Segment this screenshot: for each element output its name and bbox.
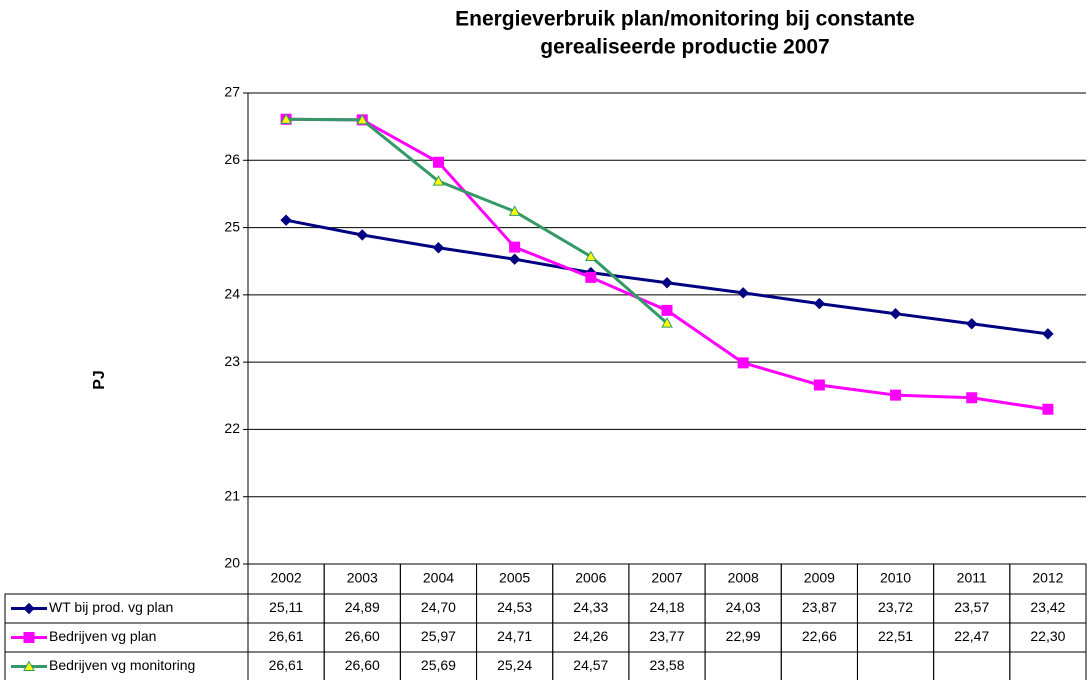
table-value: 25,11 bbox=[269, 599, 303, 615]
legend-label: WT bij prod. vg plan bbox=[49, 599, 173, 615]
marker bbox=[356, 229, 368, 241]
legend-label: Bedrijven vg plan bbox=[49, 628, 156, 644]
table-value: 24,53 bbox=[497, 599, 532, 615]
x-tick-label: 2004 bbox=[423, 570, 454, 586]
table-value: 23,77 bbox=[649, 628, 684, 644]
y-tick-label: 20 bbox=[224, 555, 240, 571]
marker bbox=[966, 318, 978, 330]
marker bbox=[737, 287, 749, 299]
marker bbox=[585, 271, 597, 283]
table-value: 23,72 bbox=[878, 599, 913, 615]
marker bbox=[508, 205, 521, 216]
marker bbox=[1042, 328, 1054, 340]
marker bbox=[280, 214, 292, 226]
y-tick-label: 22 bbox=[224, 420, 240, 436]
marker bbox=[737, 357, 749, 369]
marker bbox=[661, 304, 673, 316]
table-cell bbox=[1009, 651, 1087, 680]
table-value: 23,42 bbox=[1030, 599, 1065, 615]
marker bbox=[661, 317, 673, 328]
y-tick-label: 24 bbox=[224, 286, 240, 302]
marker bbox=[813, 297, 826, 310]
x-tick-label: 2002 bbox=[271, 570, 302, 586]
table-cell bbox=[704, 651, 782, 680]
x-tick-label: 2009 bbox=[804, 570, 835, 586]
table-value: 24,26 bbox=[573, 628, 608, 644]
marker bbox=[661, 277, 673, 289]
marker bbox=[23, 602, 35, 615]
table-value: 26,60 bbox=[345, 628, 380, 644]
table-value: 24,03 bbox=[726, 599, 761, 615]
y-tick-label: 23 bbox=[224, 353, 240, 369]
marker bbox=[1042, 403, 1054, 415]
chart-title: Energieverbruik plan/monitoring bij cons… bbox=[455, 8, 915, 31]
table-value: 22,66 bbox=[802, 628, 837, 644]
table-value: 23,87 bbox=[802, 599, 837, 615]
table-value: 25,69 bbox=[421, 657, 456, 673]
x-tick-label: 2011 bbox=[957, 570, 987, 586]
legend-label: Bedrijven vg monitoring bbox=[49, 657, 195, 673]
table-value: 24,57 bbox=[573, 657, 608, 673]
table-value: 24,70 bbox=[421, 599, 456, 615]
marker bbox=[432, 242, 445, 254]
table-value: 24,33 bbox=[573, 599, 608, 615]
series-line bbox=[286, 117, 1049, 411]
table-value: 22,30 bbox=[1030, 628, 1065, 644]
table-cell bbox=[933, 651, 1011, 680]
marker bbox=[23, 632, 35, 643]
y-tick-label: 21 bbox=[224, 487, 240, 503]
table-value: 24,89 bbox=[345, 599, 380, 615]
table-value: 22,99 bbox=[726, 628, 761, 644]
marker bbox=[813, 379, 825, 391]
marker bbox=[584, 250, 597, 262]
x-tick-label: 2008 bbox=[728, 570, 759, 586]
x-tick-label: 2003 bbox=[347, 570, 378, 586]
y-tick-label: 26 bbox=[224, 151, 240, 167]
y-tick-label: 25 bbox=[224, 218, 240, 234]
table-value: 24,71 bbox=[497, 628, 532, 644]
table-value: 25,97 bbox=[421, 628, 456, 644]
marker bbox=[508, 253, 521, 265]
series-line bbox=[286, 117, 668, 325]
x-tick-label: 2005 bbox=[499, 570, 530, 586]
marker bbox=[356, 113, 369, 125]
marker bbox=[890, 389, 902, 401]
y-tick-label: 27 bbox=[224, 84, 240, 100]
series-line bbox=[285, 218, 1049, 336]
table-value: 26,61 bbox=[269, 657, 304, 673]
table-value: 22,51 bbox=[878, 628, 913, 644]
x-tick-label: 2012 bbox=[1032, 570, 1063, 586]
table-value: 23,58 bbox=[649, 657, 684, 673]
table-value: 26,61 bbox=[269, 628, 304, 644]
marker bbox=[432, 175, 445, 186]
table-cell bbox=[856, 651, 935, 680]
x-tick-label: 2006 bbox=[575, 570, 606, 586]
x-tick-label: 2007 bbox=[651, 570, 682, 586]
x-tick-label: 2010 bbox=[880, 570, 911, 586]
table-value: 22,47 bbox=[954, 628, 989, 644]
marker bbox=[889, 307, 902, 320]
table-value: 23,57 bbox=[954, 599, 989, 615]
marker bbox=[280, 113, 292, 124]
table-value: 25,24 bbox=[497, 657, 532, 673]
table-value: 26,60 bbox=[345, 657, 380, 673]
marker bbox=[509, 241, 521, 253]
marker bbox=[432, 156, 444, 168]
marker bbox=[966, 392, 978, 404]
y-axis-label: PJ bbox=[91, 370, 108, 390]
table-value: 24,18 bbox=[649, 599, 684, 615]
marker bbox=[23, 660, 35, 671]
table-cell bbox=[780, 651, 858, 680]
chart-title: gerealiseerde productie 2007 bbox=[540, 36, 829, 59]
